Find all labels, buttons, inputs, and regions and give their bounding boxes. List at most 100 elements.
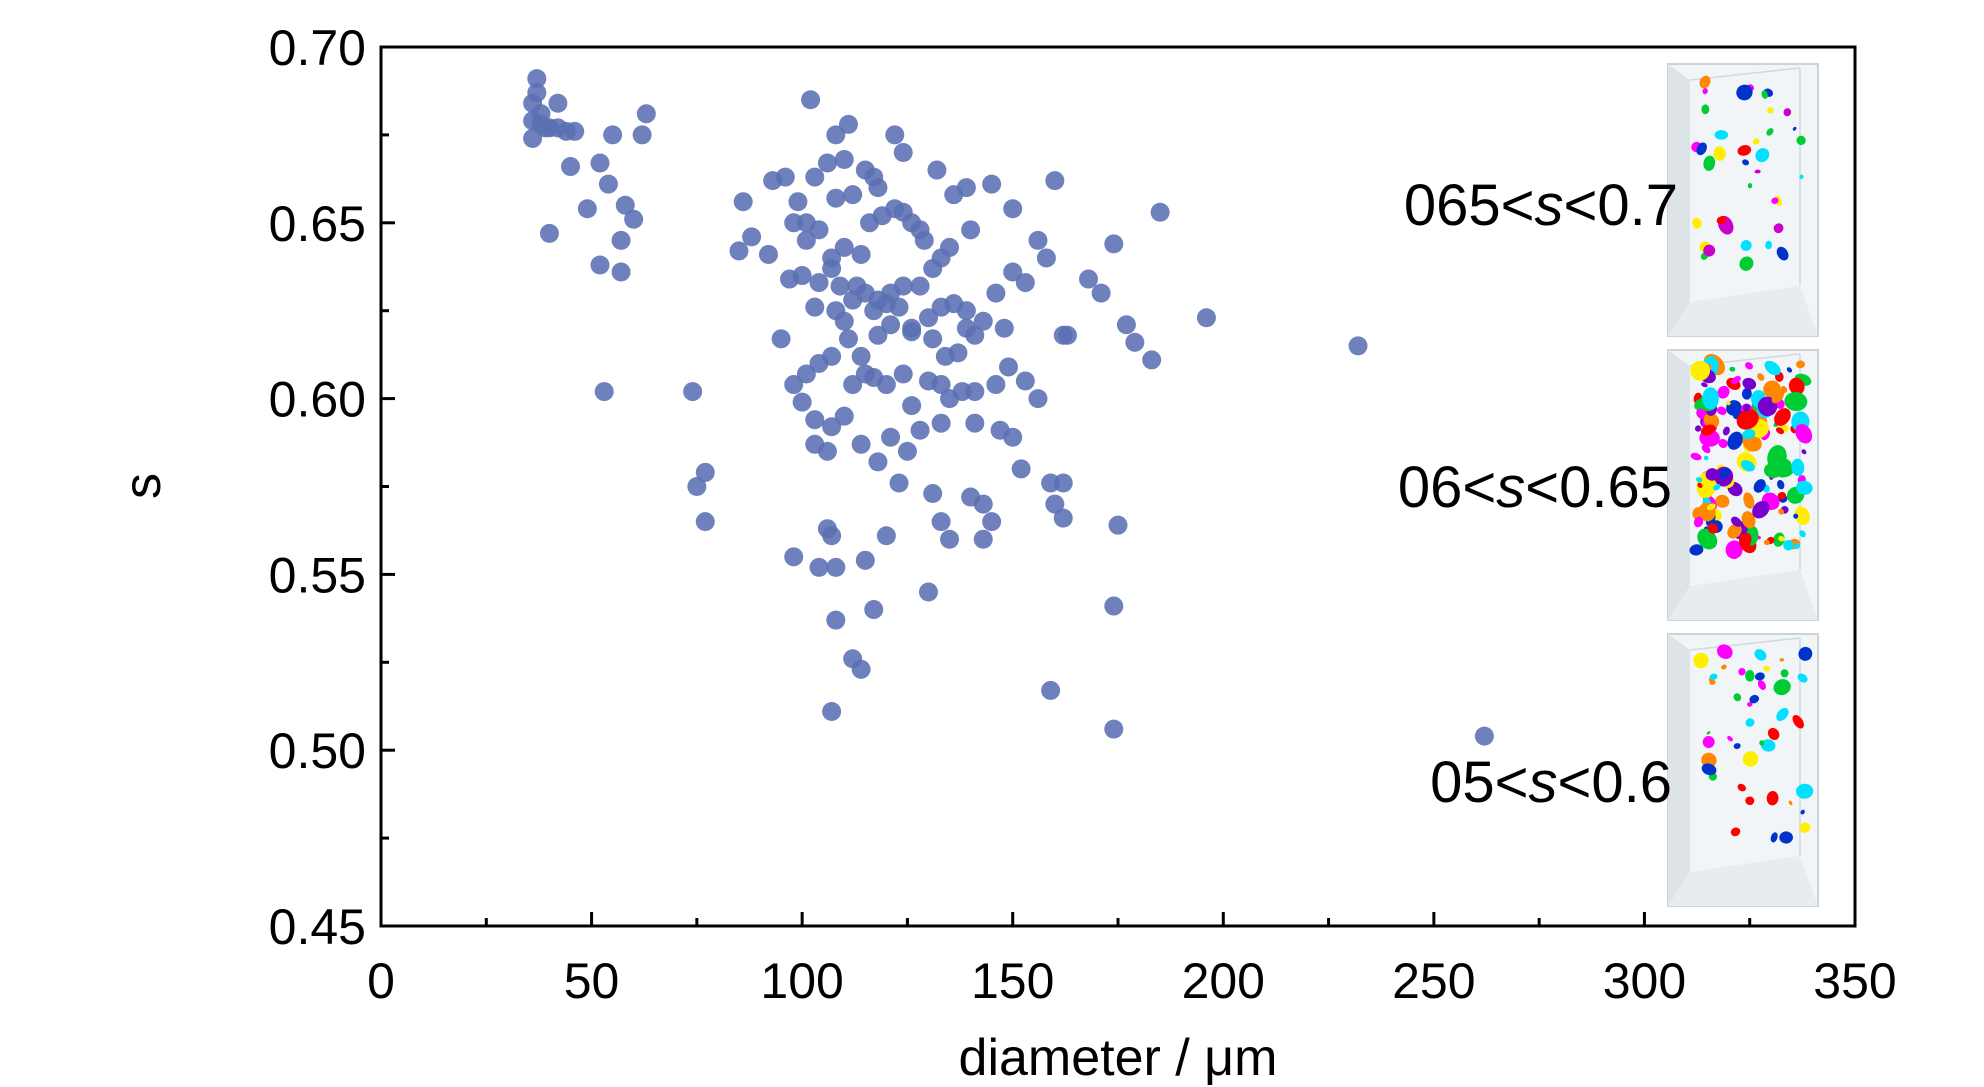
- inset-images: [1667, 63, 1819, 907]
- particle: [1730, 827, 1741, 837]
- particle: [1743, 492, 1755, 509]
- x-tick-label: 350: [1813, 953, 1896, 1009]
- particle: [1713, 484, 1721, 491]
- particle: [1736, 84, 1753, 101]
- data-point: [889, 297, 909, 317]
- y-axis-label: s: [114, 473, 172, 499]
- data-point: [893, 364, 913, 384]
- data-point: [923, 484, 943, 504]
- particle: [1759, 740, 1765, 746]
- data-point: [868, 325, 888, 345]
- data-point: [527, 83, 547, 103]
- particle: [1747, 182, 1753, 189]
- data-point: [809, 273, 829, 293]
- data-point: [733, 192, 753, 212]
- data-point: [851, 659, 871, 679]
- data-point: [826, 125, 846, 145]
- data-point: [822, 702, 842, 722]
- data-point: [940, 529, 960, 549]
- annotation-high: 065<s<0.7: [1404, 173, 1678, 238]
- particle: [1742, 751, 1759, 767]
- data-point: [1104, 719, 1124, 739]
- particle: [1745, 669, 1755, 682]
- data-point: [1348, 336, 1368, 356]
- particle: [1764, 360, 1781, 376]
- particle: [1722, 426, 1730, 436]
- data-point: [927, 160, 947, 180]
- y-tick-label: 0.70: [269, 20, 366, 76]
- data-point: [889, 473, 909, 493]
- data-point: [1474, 726, 1494, 746]
- particle: [1767, 107, 1774, 114]
- data-point: [893, 142, 913, 162]
- data-point: [1125, 332, 1145, 352]
- data-point: [611, 230, 631, 250]
- particle: [1792, 126, 1797, 131]
- particle: [1796, 480, 1813, 495]
- particle: [1727, 523, 1742, 539]
- data-point: [809, 353, 829, 373]
- data-point: [729, 241, 749, 261]
- data-point: [1028, 389, 1048, 409]
- annotation-mid: 06<s<0.65: [1398, 455, 1672, 520]
- data-point: [1003, 199, 1023, 219]
- particle: [1765, 240, 1773, 250]
- particle: [1690, 452, 1702, 461]
- data-point: [805, 297, 825, 317]
- data-point: [897, 441, 917, 461]
- particle: [1741, 387, 1752, 400]
- data-point: [539, 223, 559, 243]
- particle: [1745, 362, 1753, 370]
- data-point: [826, 188, 846, 208]
- particle: [1741, 511, 1756, 529]
- data-point: [687, 477, 707, 496]
- data-point: [914, 230, 934, 250]
- data-point: [822, 526, 842, 546]
- x-tick-label: 0: [367, 953, 395, 1009]
- particle: [1701, 382, 1708, 388]
- data-point: [683, 382, 703, 402]
- data-point: [531, 114, 551, 134]
- particle: [1783, 540, 1794, 551]
- data-point: [990, 420, 1010, 440]
- particle: [1797, 673, 1808, 683]
- particle: [1697, 528, 1718, 550]
- particle: [1786, 367, 1793, 373]
- data-point: [598, 174, 618, 194]
- data-point: [902, 396, 922, 416]
- data-point: [594, 382, 614, 402]
- data-point: [792, 392, 812, 412]
- data-point: [1011, 459, 1031, 479]
- data-point: [876, 526, 896, 546]
- data-point: [826, 557, 846, 577]
- data-point: [838, 114, 858, 134]
- particle: [1794, 506, 1810, 525]
- particle: [1761, 90, 1768, 99]
- data-point: [817, 153, 837, 173]
- data-point: [527, 69, 547, 89]
- y-tick-label: 0.55: [269, 547, 366, 603]
- particle: [1788, 800, 1793, 806]
- data-point: [923, 329, 943, 349]
- data-point: [843, 185, 863, 205]
- data-point: [931, 375, 951, 395]
- data-point: [548, 93, 568, 113]
- data-point: [1116, 315, 1136, 335]
- particle: [1783, 108, 1792, 117]
- particle: [1716, 406, 1727, 416]
- data-point: [923, 259, 943, 279]
- particle: [1757, 680, 1766, 690]
- data-point: [1053, 508, 1073, 528]
- particle: [1740, 460, 1755, 472]
- particle: [1705, 418, 1711, 424]
- particle: [1703, 155, 1716, 171]
- particle: [1754, 672, 1765, 681]
- data-point: [1091, 283, 1111, 303]
- data-point: [910, 420, 930, 440]
- data-point: [986, 375, 1006, 395]
- data-point: [809, 557, 829, 577]
- particle: [1693, 516, 1704, 528]
- data-point: [822, 417, 842, 437]
- data-point: [830, 276, 850, 296]
- data-point: [1053, 473, 1073, 493]
